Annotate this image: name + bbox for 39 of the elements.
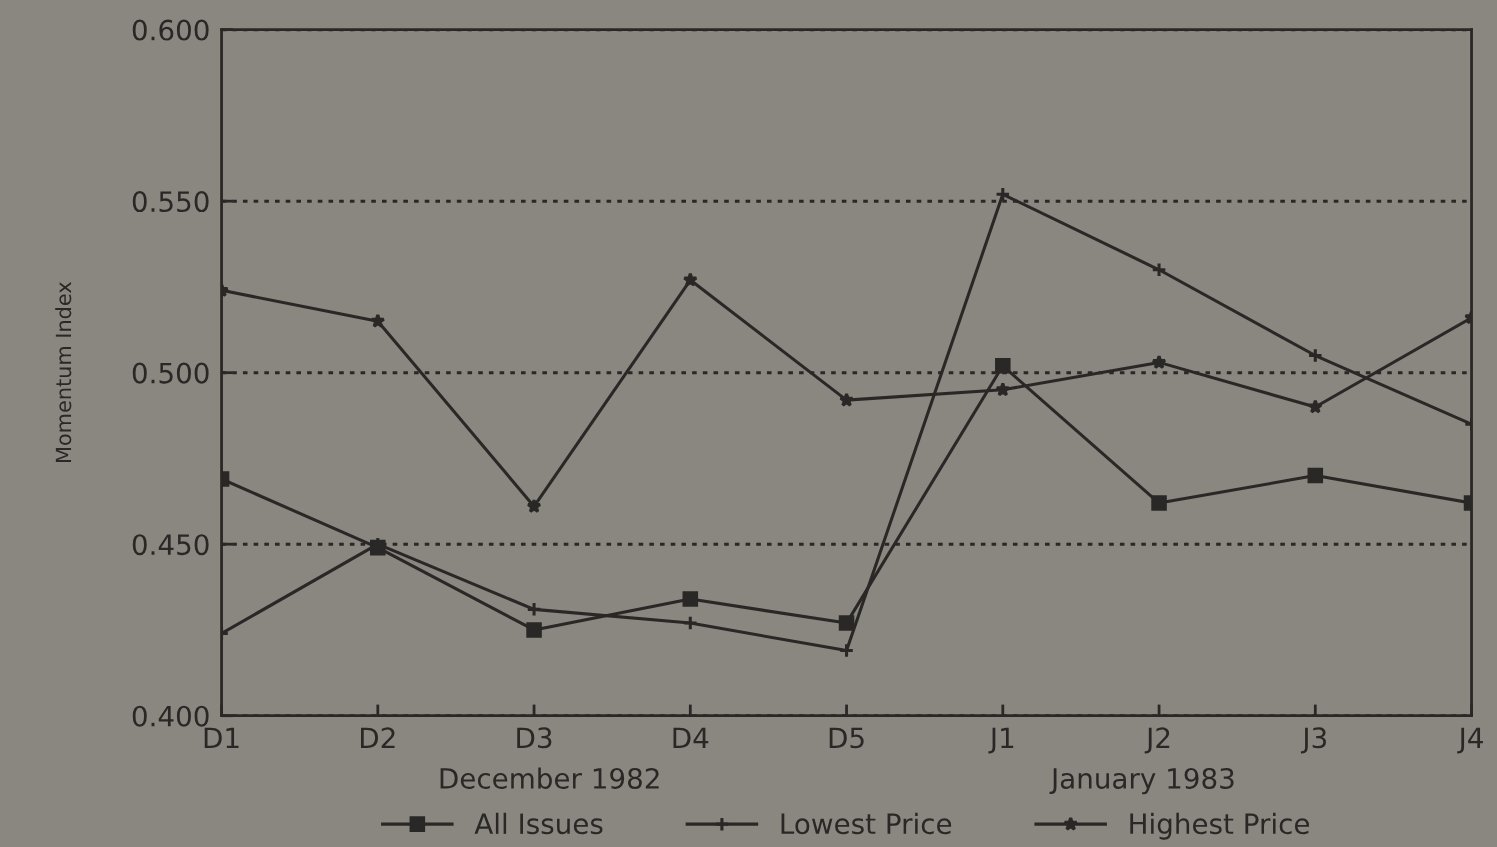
x-tick-label: D1	[204, 727, 239, 748]
x-tick-label: J4	[1457, 727, 1483, 754]
point	[1151, 261, 1167, 278]
point	[838, 642, 855, 659]
legend-label: All Issues	[474, 812, 603, 835]
x-tick-label: J1	[988, 727, 1014, 754]
y-tick-label: 0.600	[132, 19, 209, 41]
x-tick-label: D3	[517, 727, 552, 749]
point	[682, 615, 699, 631]
point	[839, 392, 855, 407]
x-tick-label: D4	[673, 727, 709, 748]
point	[526, 601, 542, 618]
x-tick-label: D2	[361, 727, 395, 748]
point	[370, 313, 386, 328]
point	[1151, 354, 1167, 369]
point	[682, 272, 698, 287]
point	[995, 382, 1011, 397]
text: December 1982	[440, 767, 659, 789]
y-tick-label: 0.500	[132, 362, 209, 384]
x-tick-label: J3	[1300, 727, 1327, 754]
point	[1307, 467, 1324, 484]
point	[1307, 399, 1323, 414]
text: January 1983	[1049, 767, 1234, 795]
y-tick-label: 0.450	[132, 534, 209, 556]
point	[838, 615, 855, 631]
x-tick-label: D5	[829, 727, 864, 749]
point	[995, 358, 1011, 374]
legend-label: Highest Price	[1130, 812, 1310, 840]
point	[1307, 347, 1324, 364]
x-tick-label: J2	[1144, 727, 1170, 754]
point	[526, 622, 542, 638]
point	[682, 591, 699, 607]
y-tick-label: 0.550	[132, 191, 209, 213]
point	[526, 498, 542, 514]
y-tick-label: 0.400	[132, 705, 209, 727]
legend-label: Lowest Price	[781, 812, 952, 835]
point	[1151, 495, 1167, 511]
y-axis-title: Momentum Index	[55, 282, 72, 462]
point	[995, 186, 1011, 203]
